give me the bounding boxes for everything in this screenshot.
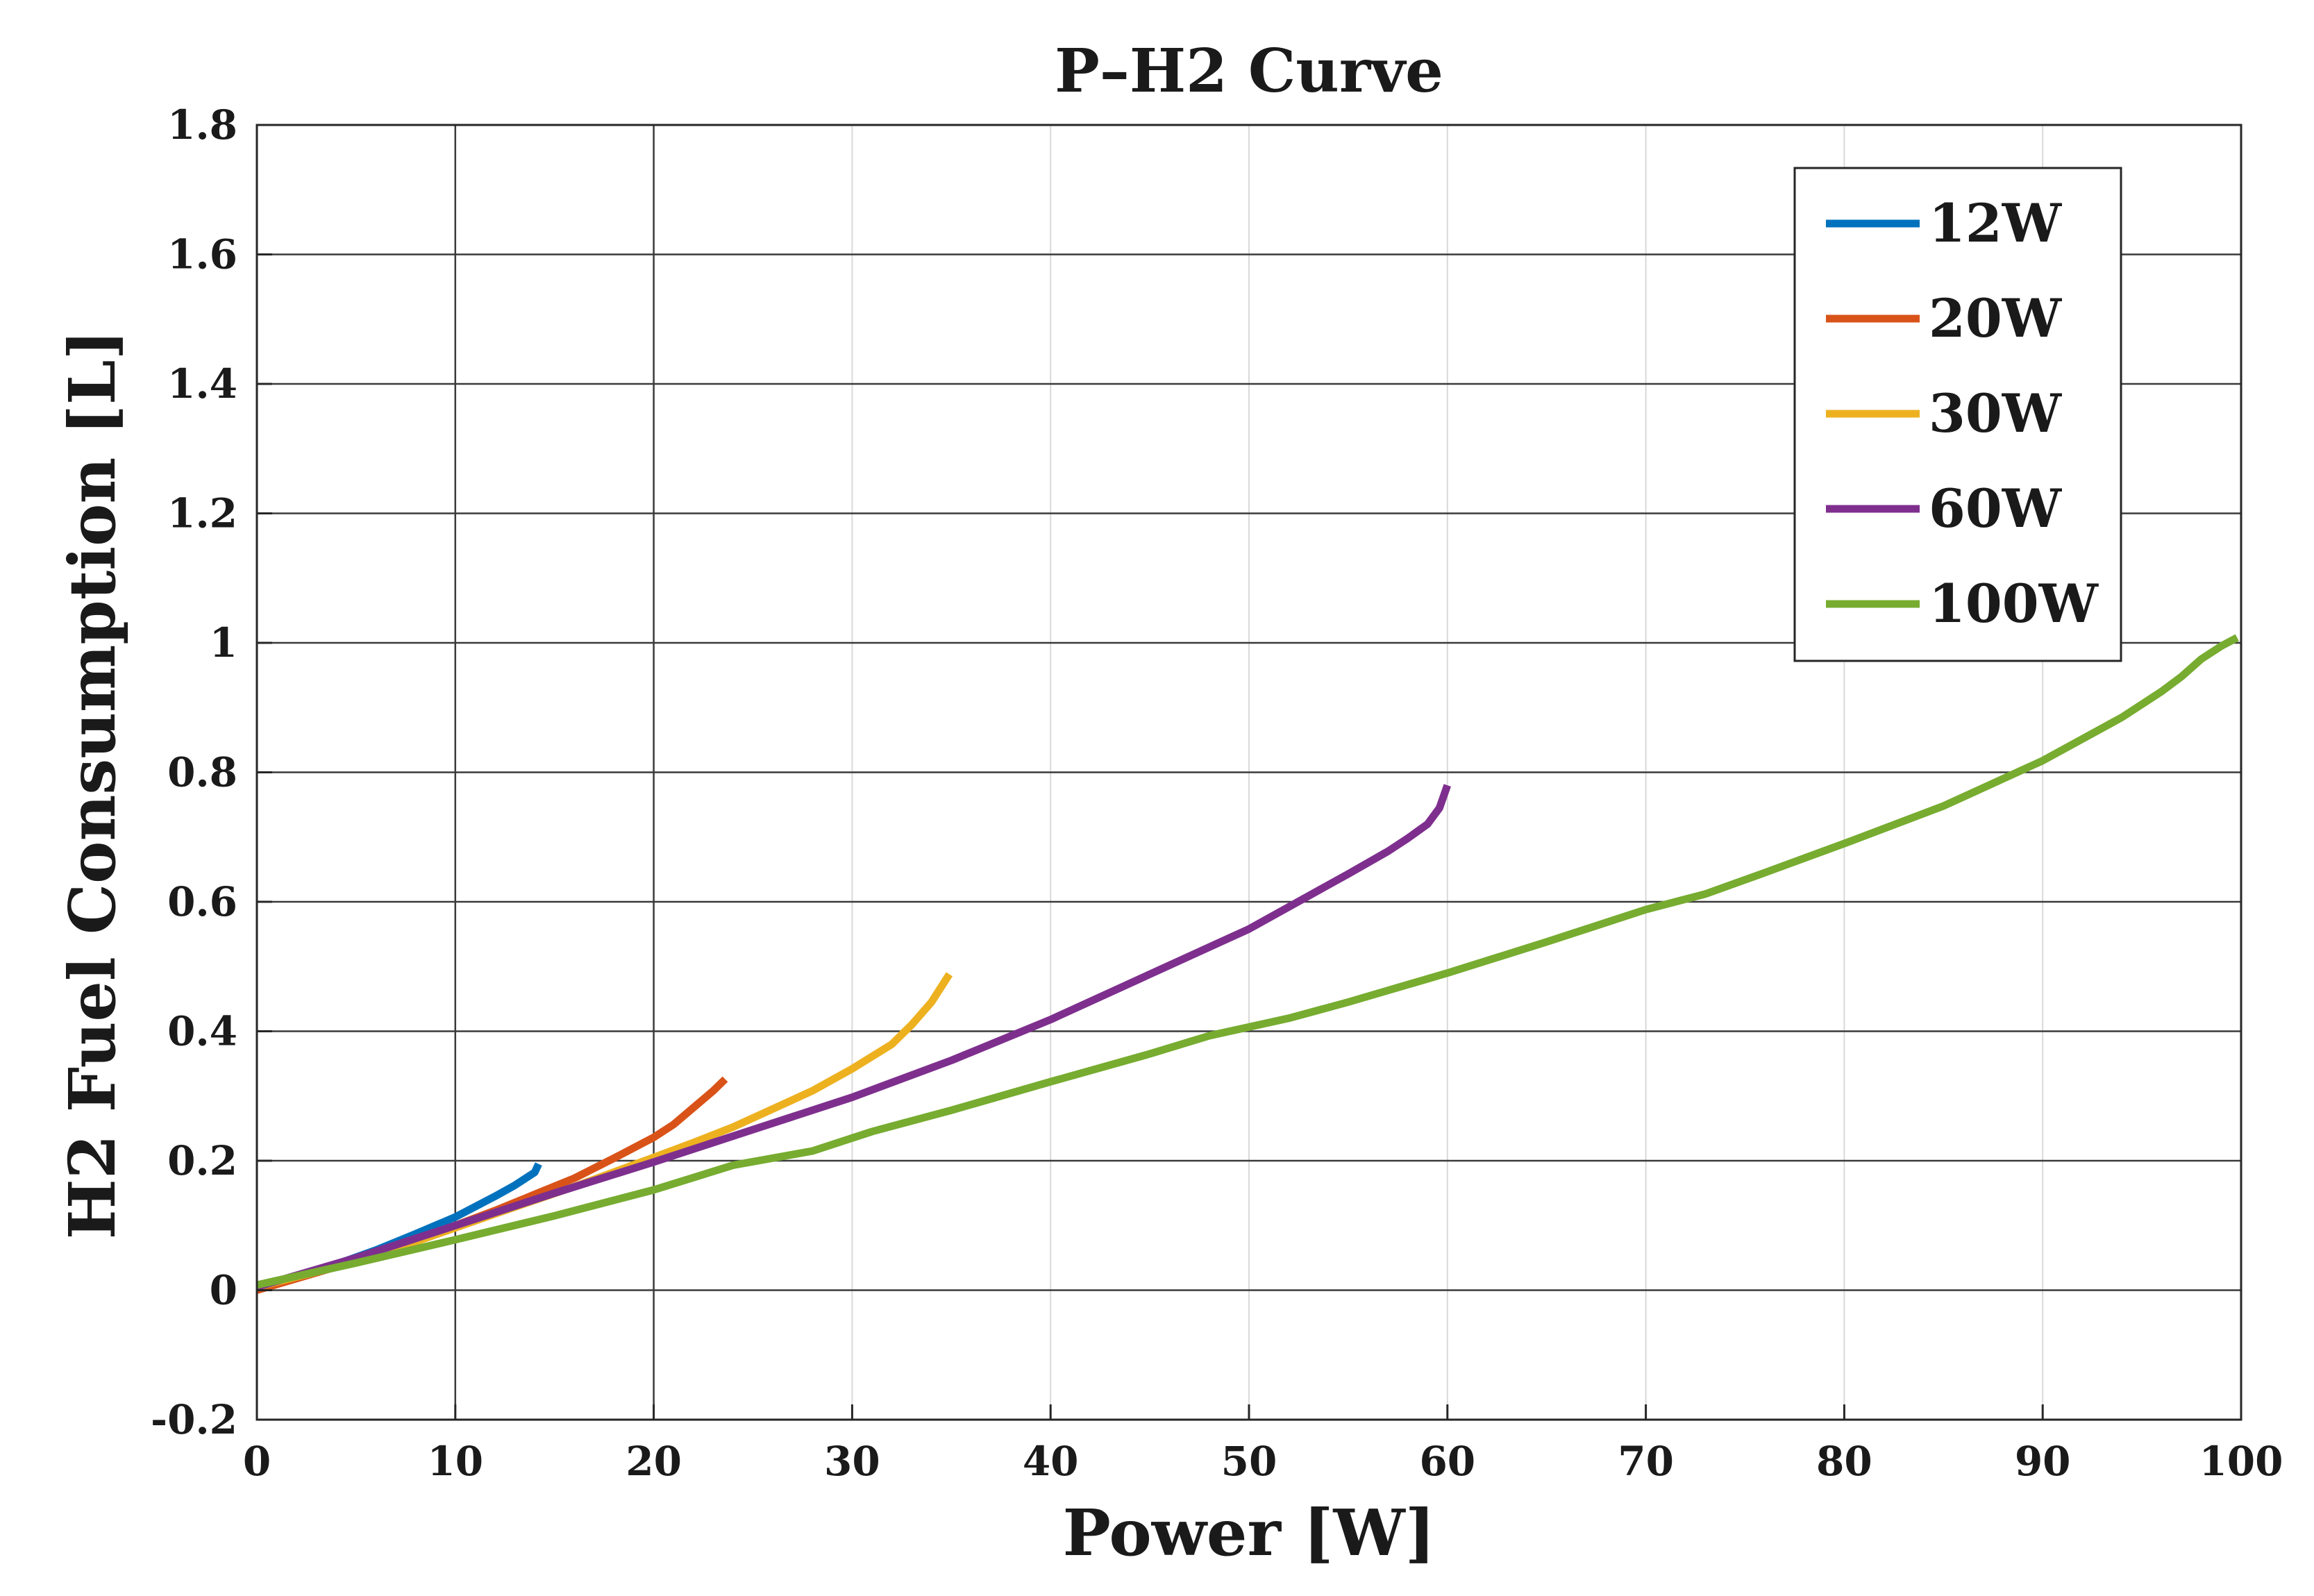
y-tick-label: 0.2 xyxy=(167,1137,237,1184)
x-tick-label: 60 xyxy=(1419,1438,1475,1485)
x-tick-label: 80 xyxy=(1816,1438,1872,1485)
x-axis-ticks: 0 10 20 30 40 50 60 70 80 90 100 xyxy=(243,1404,2283,1485)
y-tick-label: 0.6 xyxy=(167,878,237,925)
series-line-100w xyxy=(255,634,2239,1289)
y-tick-label: 1.4 xyxy=(167,360,237,408)
y-tick-label: 1 xyxy=(210,619,237,666)
y-axis-label: H2 Fuel Consumption [L] xyxy=(55,330,130,1239)
series-line-60w xyxy=(255,784,1451,1291)
chart-title: P–H2 Curve xyxy=(1055,36,1443,106)
legend-items: 12W 20W 30W 60W 100W xyxy=(1826,192,2099,635)
y-tick-label: 0.8 xyxy=(167,749,237,796)
y-tick-label: -0.2 xyxy=(151,1396,237,1443)
legend-label: 30W xyxy=(1929,383,2063,444)
y-tick-label: 0 xyxy=(210,1267,237,1314)
legend-item: 100W xyxy=(1826,573,2099,635)
y-tick-label: 1.6 xyxy=(167,231,237,278)
x-tick-label: 10 xyxy=(427,1438,483,1485)
legend-label: 20W xyxy=(1929,287,2063,349)
y-tick-label: 1.8 xyxy=(167,101,237,149)
legend-label: 12W xyxy=(1929,192,2063,254)
x-axis-label: Power [W] xyxy=(1063,1495,1436,1570)
legend-item: 60W xyxy=(1826,478,2063,539)
x-tick-label: 90 xyxy=(2015,1438,2071,1485)
x-tick-label: 50 xyxy=(1221,1438,1277,1485)
y-axis-ticks: -0.2 0 0.2 0.4 0.6 0.8 1 1.2 1.4 1.6 1.8 xyxy=(151,101,272,1443)
x-tick-label: 100 xyxy=(2199,1438,2283,1485)
x-tick-label: 20 xyxy=(626,1438,682,1485)
x-tick-label: 0 xyxy=(243,1438,271,1485)
series-layer xyxy=(255,634,2239,1294)
legend-item: 12W xyxy=(1826,192,2063,254)
x-tick-label: 30 xyxy=(824,1438,880,1485)
legend-item: 30W xyxy=(1826,383,2063,444)
y-tick-label: 1.2 xyxy=(167,490,237,537)
x-tick-label: 40 xyxy=(1023,1438,1079,1485)
legend-label: 60W xyxy=(1929,478,2063,539)
y-tick-label: 0.4 xyxy=(167,1008,237,1055)
legend-item: 20W xyxy=(1826,287,2063,349)
legend: 12W 20W 30W 60W 100W xyxy=(1793,167,2122,662)
x-tick-label: 70 xyxy=(1618,1438,1674,1485)
legend-label: 100W xyxy=(1929,573,2099,635)
